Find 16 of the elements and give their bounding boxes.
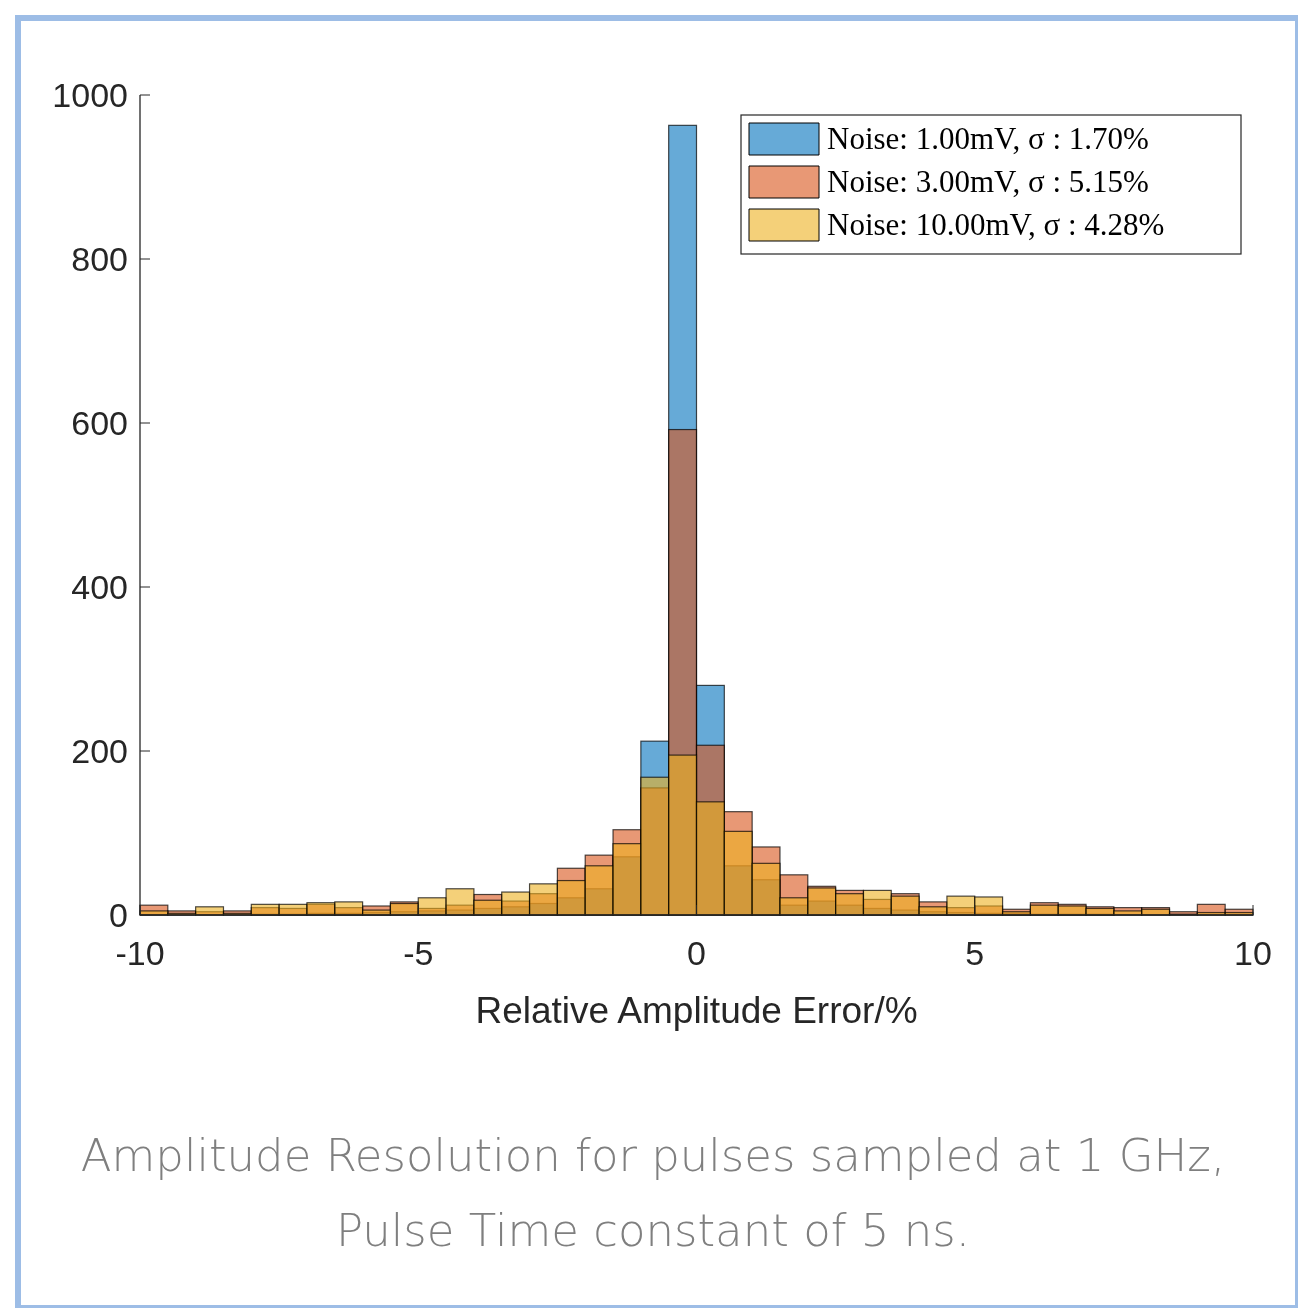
x-tick-label: -10 [115, 934, 165, 972]
y-tick-label: 800 [71, 239, 128, 278]
x-axis-title: Relative Amplitude Error/% [475, 990, 918, 1031]
legend-label: Noise: 3.00mV, σ : 5.15% [827, 164, 1149, 199]
x-tick-label: 10 [1234, 934, 1272, 972]
y-tick-label: 200 [71, 731, 128, 770]
y-tick-label: 400 [71, 567, 128, 606]
text: Amplitude Resolution for pulses sampled at 1 GHz, Pulse Time constant of 5 ns. [79, 1128, 1227, 1259]
legend-label: Noise: 10.00mV, σ : 4.28% [827, 207, 1165, 242]
x-tick-label: 0 [687, 934, 706, 972]
x-tick-label: 5 [965, 934, 985, 972]
legend-label: Noise: 1.00mV, σ : 1.70% [827, 121, 1149, 156]
y-tick-label: 1000 [52, 75, 128, 114]
y-tick-label: 0 [109, 895, 128, 934]
x-tick-label: -5 [403, 934, 434, 972]
y-tick-label: 600 [71, 403, 128, 442]
